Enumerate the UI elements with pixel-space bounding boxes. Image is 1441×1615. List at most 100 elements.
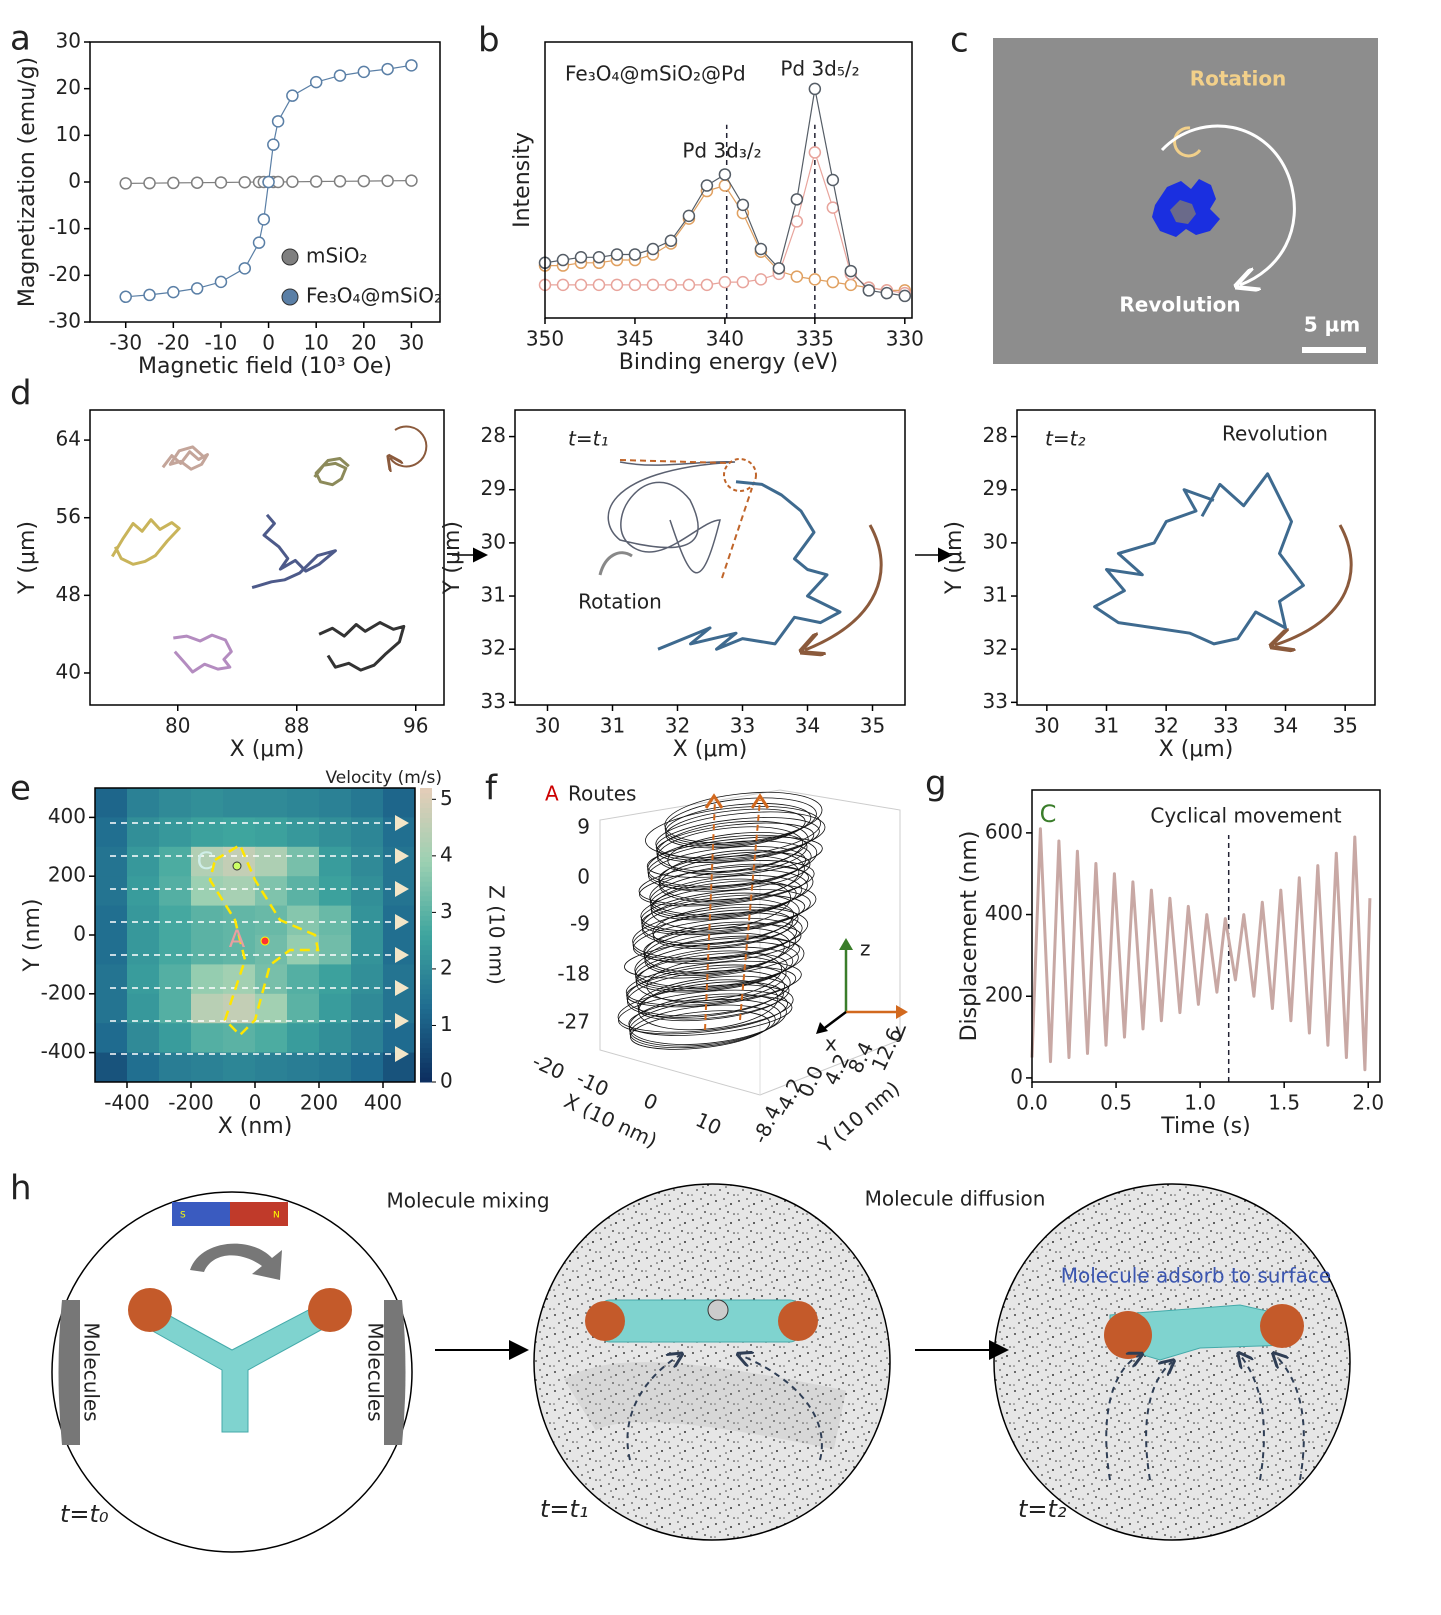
heatmap-cell — [127, 935, 160, 965]
heatmap-cell — [159, 935, 192, 965]
heatmap-cell — [223, 788, 256, 818]
heatmap-cell — [127, 876, 160, 907]
y-axis-label: Y (μm) — [15, 521, 40, 595]
y-tick-label: 56 — [56, 504, 81, 528]
colorbar-slice — [420, 939, 432, 946]
y-tick-label: 200 — [48, 863, 86, 887]
y-tick-label: 400 — [48, 804, 86, 828]
route-arrow — [395, 848, 409, 864]
orbit — [647, 834, 818, 887]
orbit — [626, 964, 791, 1017]
heatmap-cell — [127, 1023, 160, 1054]
heatmap-cell — [287, 905, 320, 936]
heatmap-cell — [191, 935, 224, 965]
orbit — [638, 860, 815, 905]
colorbar-tick-label: 2 — [440, 955, 453, 979]
heatmap-cell — [351, 905, 384, 936]
heatmap-cell — [127, 964, 160, 995]
heatmap-cell — [255, 788, 288, 818]
route-arrow — [395, 815, 409, 831]
colorbar-slice — [420, 827, 432, 833]
colorbar-slice — [420, 876, 432, 882]
data-point — [309, 75, 323, 89]
colorbar-slice — [420, 1042, 432, 1049]
heatmap-cell — [351, 964, 384, 995]
colorbar-slice — [420, 920, 432, 926]
heatmap-cell — [159, 1052, 192, 1083]
data-point — [262, 175, 275, 189]
colorbar-slice — [420, 949, 432, 956]
data-point — [333, 69, 347, 82]
colorbar-slice — [420, 954, 432, 960]
orbit — [635, 946, 794, 991]
heatmap-cell — [287, 964, 320, 995]
x-tick-label: -200 — [168, 1091, 213, 1115]
data-point — [682, 209, 696, 223]
y-axis-label: Intensity — [510, 132, 535, 228]
data-point — [286, 89, 299, 102]
heatmap-cell — [191, 817, 224, 848]
heatmap-cell — [223, 1052, 256, 1083]
x-tick-label: 30 — [399, 331, 424, 355]
axis-glyph: z — [860, 937, 871, 961]
orbit — [637, 981, 784, 1022]
colorbar-slice — [420, 910, 432, 916]
data-point — [190, 282, 204, 295]
colorbar-slice — [420, 871, 432, 877]
plot-frame — [89, 409, 445, 706]
tick-label: -20 — [529, 1049, 569, 1085]
revolution-label: Revolution — [1119, 293, 1240, 317]
data-point — [826, 173, 840, 187]
data-point — [592, 251, 606, 264]
colorbar-tick-label: 0 — [440, 1069, 453, 1093]
colorbar-slice — [420, 905, 432, 911]
heatmap-cell — [95, 1023, 128, 1054]
heatmap-cell — [351, 876, 384, 907]
heatmap-cell — [127, 817, 160, 848]
axis-glyph: y — [895, 1019, 907, 1043]
route-outline — [208, 843, 320, 1037]
colorbar-slice — [420, 895, 432, 902]
x-tick-label: 20 — [351, 331, 376, 355]
x-tick-label: 30 — [535, 714, 560, 738]
x-tick-label: 340 — [706, 327, 744, 351]
annotation: Pd 3d₅/₂ — [780, 57, 859, 81]
data-point — [252, 236, 266, 249]
tick-label: 9 — [577, 815, 590, 839]
orbit — [626, 966, 797, 1008]
data-point — [646, 278, 660, 292]
series-line — [161, 445, 209, 471]
y-tick-label: -200 — [41, 980, 86, 1004]
heatmap-cell — [351, 846, 384, 877]
data-point — [286, 175, 299, 189]
orbit — [643, 921, 796, 973]
orbit — [618, 989, 788, 1035]
heatmap-cell — [351, 817, 384, 848]
colorbar-slice — [420, 979, 432, 985]
data-point — [267, 138, 280, 151]
y-tick-label: -10 — [48, 215, 81, 239]
data-point — [628, 278, 642, 292]
heatmap-cell — [351, 935, 384, 965]
colorbar-slice — [420, 886, 432, 892]
heatmap-cell — [351, 1052, 384, 1083]
colorbar-slice — [420, 930, 432, 936]
orbit — [635, 952, 788, 993]
x-tick-label: 0.0 — [1016, 1091, 1048, 1115]
colorbar-slice — [420, 1008, 432, 1014]
colorbar-slice — [420, 1013, 432, 1019]
schematic: Molecules Molecules S N t=t₀ t=t₁ Molecu… — [51, 1183, 1351, 1553]
x-tick-label: 31 — [1094, 714, 1119, 738]
colorbar-slice — [420, 832, 432, 838]
data-point — [381, 62, 394, 76]
heatmap-cell — [191, 964, 224, 995]
chart-title: Cyclical movement — [1150, 804, 1341, 828]
colorbar-slice — [420, 1023, 432, 1029]
heatmap-cell — [95, 993, 128, 1024]
data-point — [808, 82, 822, 96]
annotation: t=t₁ — [568, 427, 608, 451]
heatmap-cell — [287, 876, 320, 907]
orbit — [645, 806, 821, 858]
heatmap-cell — [319, 846, 352, 877]
heatmap-cell — [223, 817, 256, 848]
